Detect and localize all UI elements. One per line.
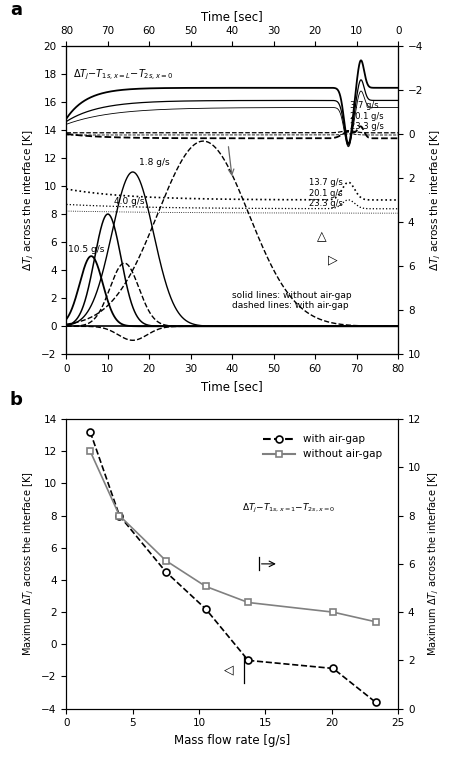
Y-axis label: $\Delta T_j$ across the interface [K]: $\Delta T_j$ across the interface [K] — [429, 129, 443, 271]
Text: 13.7 g/s
20.1 g/s
23.3 g/s: 13.7 g/s 20.1 g/s 23.3 g/s — [309, 178, 342, 208]
Y-axis label: Maximum $\Delta T_j$ across the interface [K]: Maximum $\Delta T_j$ across the interfac… — [21, 472, 36, 656]
Text: a: a — [10, 1, 22, 19]
Y-axis label: $\Delta T_j$ across the interface [K]: $\Delta T_j$ across the interface [K] — [21, 129, 36, 271]
Legend: with air-gap, without air-gap: with air-gap, without air-gap — [259, 430, 386, 463]
Text: $\Delta T_j$$-T_{1s,x=1}$$-T_{2s,x=0}$: $\Delta T_j$$-T_{1s,x=1}$$-T_{2s,x=0}$ — [242, 501, 336, 515]
X-axis label: Time [sec]: Time [sec] — [201, 11, 263, 24]
X-axis label: Mass flow rate [g/s]: Mass flow rate [g/s] — [174, 734, 291, 747]
Text: $\triangleleft$: $\triangleleft$ — [223, 664, 235, 678]
Text: solid lines: without air-gap
dashed lines: with air-gap: solid lines: without air-gap dashed line… — [232, 291, 352, 310]
Text: $\triangle$: $\triangle$ — [313, 229, 328, 244]
Text: 3.7 g/s
20.1 g/s
23.3 g/s: 3.7 g/s 20.1 g/s 23.3 g/s — [350, 101, 384, 131]
Y-axis label: Maximum $\Delta T_j$ across the interface [K]: Maximum $\Delta T_j$ across the interfac… — [427, 472, 441, 656]
Text: 4.0 g/s: 4.0 g/s — [114, 197, 145, 207]
Text: $\Delta T_j$$-T_{1s,x=L}$$-T_{2s,x=0}$: $\Delta T_j$$-T_{1s,x=L}$$-T_{2s,x=0}$ — [73, 67, 173, 82]
Text: b: b — [10, 391, 23, 408]
Text: 10.5 g/s: 10.5 g/s — [68, 245, 104, 254]
Text: $\triangleright$: $\triangleright$ — [327, 255, 338, 268]
Text: 1.8 g/s: 1.8 g/s — [139, 158, 170, 167]
X-axis label: Time [sec]: Time [sec] — [201, 379, 263, 392]
